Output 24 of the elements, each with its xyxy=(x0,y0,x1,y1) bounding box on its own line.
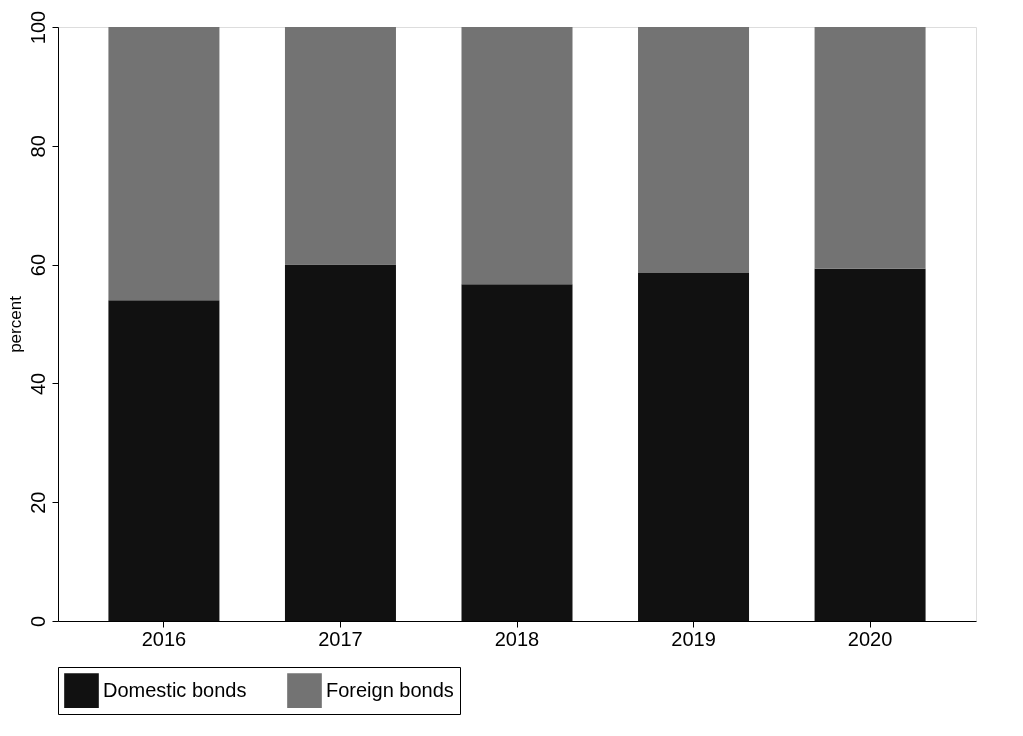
legend-label: Domestic bonds xyxy=(103,678,247,701)
bar xyxy=(284,264,396,621)
y-tick-label: 40 xyxy=(26,372,49,396)
x-tick-label: 2019 xyxy=(671,627,716,650)
bar xyxy=(461,27,573,285)
bar xyxy=(284,27,396,265)
y-axis-title: percent xyxy=(5,295,25,353)
y-tick-label: 20 xyxy=(26,491,49,514)
y-tick-label: 80 xyxy=(26,135,49,158)
bar xyxy=(814,268,926,621)
legend-label: Foreign bonds xyxy=(326,678,454,701)
x-tick-label: 2018 xyxy=(494,627,540,650)
bar xyxy=(108,300,220,621)
bar xyxy=(638,272,750,621)
bar xyxy=(814,27,926,269)
x-tick-label: 2017 xyxy=(318,627,363,650)
y-tick-label: 100 xyxy=(26,10,49,45)
bar xyxy=(108,27,220,301)
y-tick-label: 0 xyxy=(26,615,49,628)
y-tick-label: 60 xyxy=(26,253,49,277)
x-tick-label: 2016 xyxy=(141,627,187,650)
bar xyxy=(461,284,573,621)
x-tick-label: 2020 xyxy=(847,627,893,650)
bar xyxy=(638,27,750,273)
